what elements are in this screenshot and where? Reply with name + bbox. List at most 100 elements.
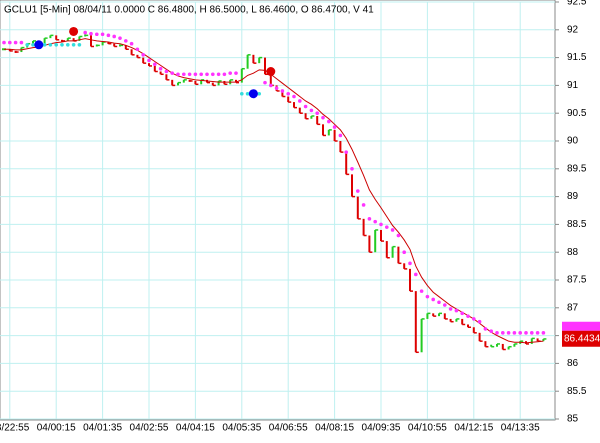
stop-dot — [309, 108, 314, 113]
y-tick-label: 92 — [567, 24, 579, 35]
stop-dot — [19, 40, 24, 45]
stop-dot — [89, 31, 93, 36]
stop-dot — [280, 89, 285, 93]
stop-dot — [193, 72, 198, 77]
stop-dot — [263, 80, 267, 85]
stop-dot — [147, 58, 151, 63]
stop-dot — [8, 40, 12, 45]
stop-dot — [443, 303, 447, 307]
y-tick-label: 88.5 — [567, 219, 587, 230]
stop-dot — [182, 72, 186, 77]
stop-dot — [298, 99, 302, 103]
stop-dot — [524, 331, 528, 335]
stop-dot — [222, 72, 227, 77]
stop-dot — [419, 289, 424, 293]
stop-dot — [124, 39, 128, 43]
y-tick-label: 87.5 — [567, 275, 587, 286]
stop-dot — [402, 250, 407, 254]
stop-dot — [199, 72, 203, 77]
stop-dot — [292, 94, 296, 99]
stop-dot — [512, 331, 517, 335]
stop-dot — [460, 311, 465, 316]
x-tick-label: 04/00:15 — [37, 423, 76, 434]
x-tick-label: 04/13:35 — [501, 423, 540, 434]
stop-dot — [448, 307, 453, 311]
stop-dot — [338, 133, 343, 138]
x-tick-label: 04/05:35 — [222, 423, 261, 434]
stop-dot — [170, 71, 174, 75]
stop-dot — [112, 34, 116, 39]
stop-dot — [332, 125, 337, 129]
stop-dot — [431, 297, 436, 302]
stop-dot — [25, 43, 30, 47]
stop-dot — [269, 83, 273, 88]
y-tick-label: 89.5 — [567, 163, 587, 174]
stop-dot — [321, 115, 325, 120]
x-tick-label: 04/10:55 — [408, 423, 447, 434]
y-tick-label: 85.5 — [567, 386, 587, 397]
signal-dot — [266, 67, 276, 76]
y-tick-label: 90 — [567, 136, 579, 147]
x-tick-label: 04/06:55 — [269, 423, 308, 434]
y-tick-label: 89 — [567, 191, 579, 202]
stop-dot — [54, 43, 58, 47]
stop-dot — [31, 43, 35, 47]
stop-dot — [205, 72, 209, 77]
y-tick-label: 85 — [567, 414, 579, 425]
stop-dot — [425, 294, 430, 299]
stop-dot — [367, 217, 372, 221]
stop-dot — [414, 272, 418, 277]
stop-dot — [240, 91, 244, 96]
stop-dot — [373, 219, 378, 224]
stop-dot — [501, 331, 505, 335]
stop-dot — [350, 167, 354, 171]
moving-average — [4, 38, 544, 344]
stop-dot — [129, 41, 134, 46]
stop-dot — [385, 225, 389, 229]
last-price-box-top — [562, 321, 600, 331]
x-tick-label: 04/09:35 — [362, 423, 401, 434]
stop-dot — [303, 104, 308, 109]
stop-dot — [530, 331, 534, 335]
stop-dot — [535, 331, 540, 335]
stop-dot — [495, 331, 499, 335]
stop-dot — [216, 72, 221, 77]
y-tick-label: 88 — [567, 247, 579, 258]
stop-dot — [2, 40, 6, 45]
stop-dot — [234, 71, 238, 75]
stop-dot — [327, 119, 331, 124]
stop-dot — [211, 72, 215, 77]
stop-dot — [454, 308, 459, 313]
stop-dot — [60, 43, 64, 47]
signal-dot — [69, 26, 79, 36]
chart-title: GCLU1 [5-Min] 08/04/11 0.0000 C 86.4800,… — [4, 5, 374, 16]
stop-dot — [257, 91, 262, 96]
stop-dot — [13, 40, 18, 45]
stop-dot — [506, 331, 511, 335]
stop-dot — [245, 91, 250, 96]
stop-dot — [361, 203, 366, 207]
signal-dot — [248, 89, 258, 99]
stop-dot — [396, 233, 401, 238]
plot-frame — [0, 0, 556, 421]
stop-dot — [95, 32, 99, 37]
stop-dot — [379, 222, 383, 227]
stop-dot — [77, 43, 82, 47]
stop-dot — [344, 150, 349, 154]
stop-dot — [158, 66, 163, 71]
stop-dot — [153, 62, 157, 67]
y-tick-label: 91.5 — [567, 52, 587, 63]
stop-dot — [315, 111, 320, 115]
stop-dot — [71, 43, 76, 47]
stop-dot — [42, 43, 47, 47]
x-tick-label: 04/04:15 — [176, 423, 215, 434]
x-tick-label: 04/08:15 — [315, 423, 354, 434]
stop-dot — [518, 331, 522, 335]
stop-dot — [100, 32, 105, 37]
last-price-label: 86.4434 — [564, 333, 600, 344]
x-tick-label: 04/12:15 — [454, 423, 493, 434]
stop-dot — [489, 329, 494, 333]
stop-dot — [408, 261, 412, 266]
last-price-box — [562, 330, 600, 347]
